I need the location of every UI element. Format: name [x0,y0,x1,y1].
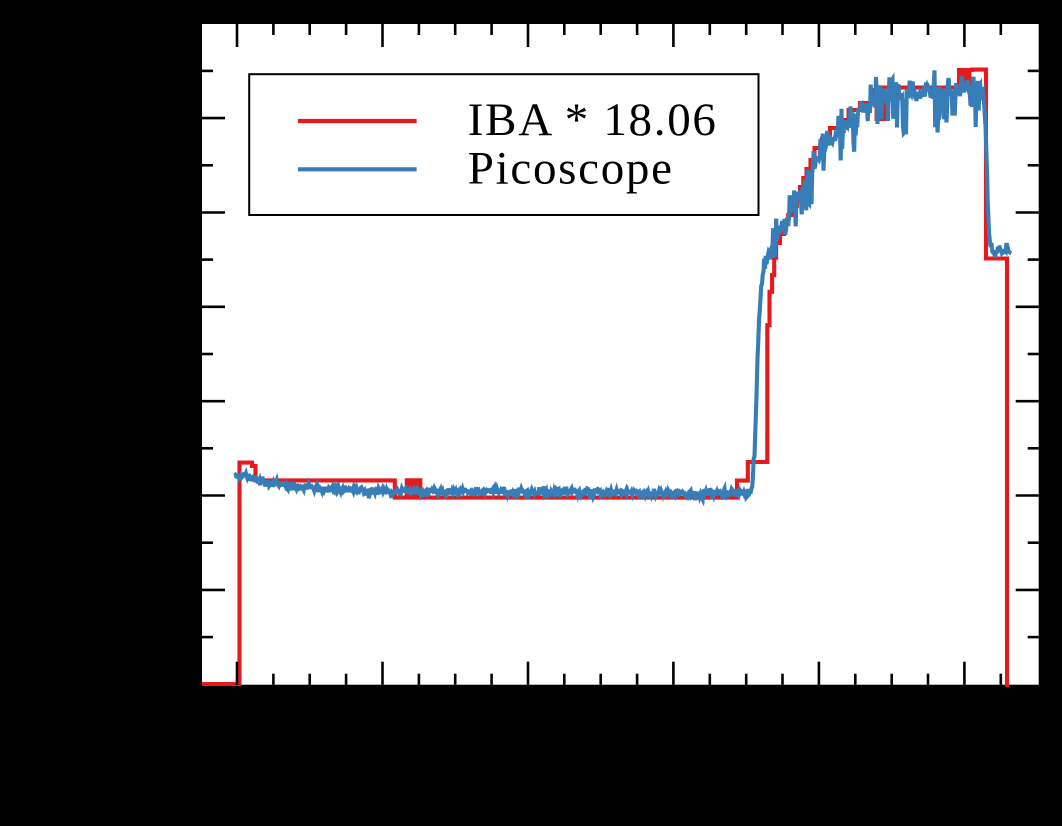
svg-text:IBA * 18.06: IBA * 18.06 [468,94,718,146]
svg-text:Picoscope: Picoscope [468,142,674,194]
